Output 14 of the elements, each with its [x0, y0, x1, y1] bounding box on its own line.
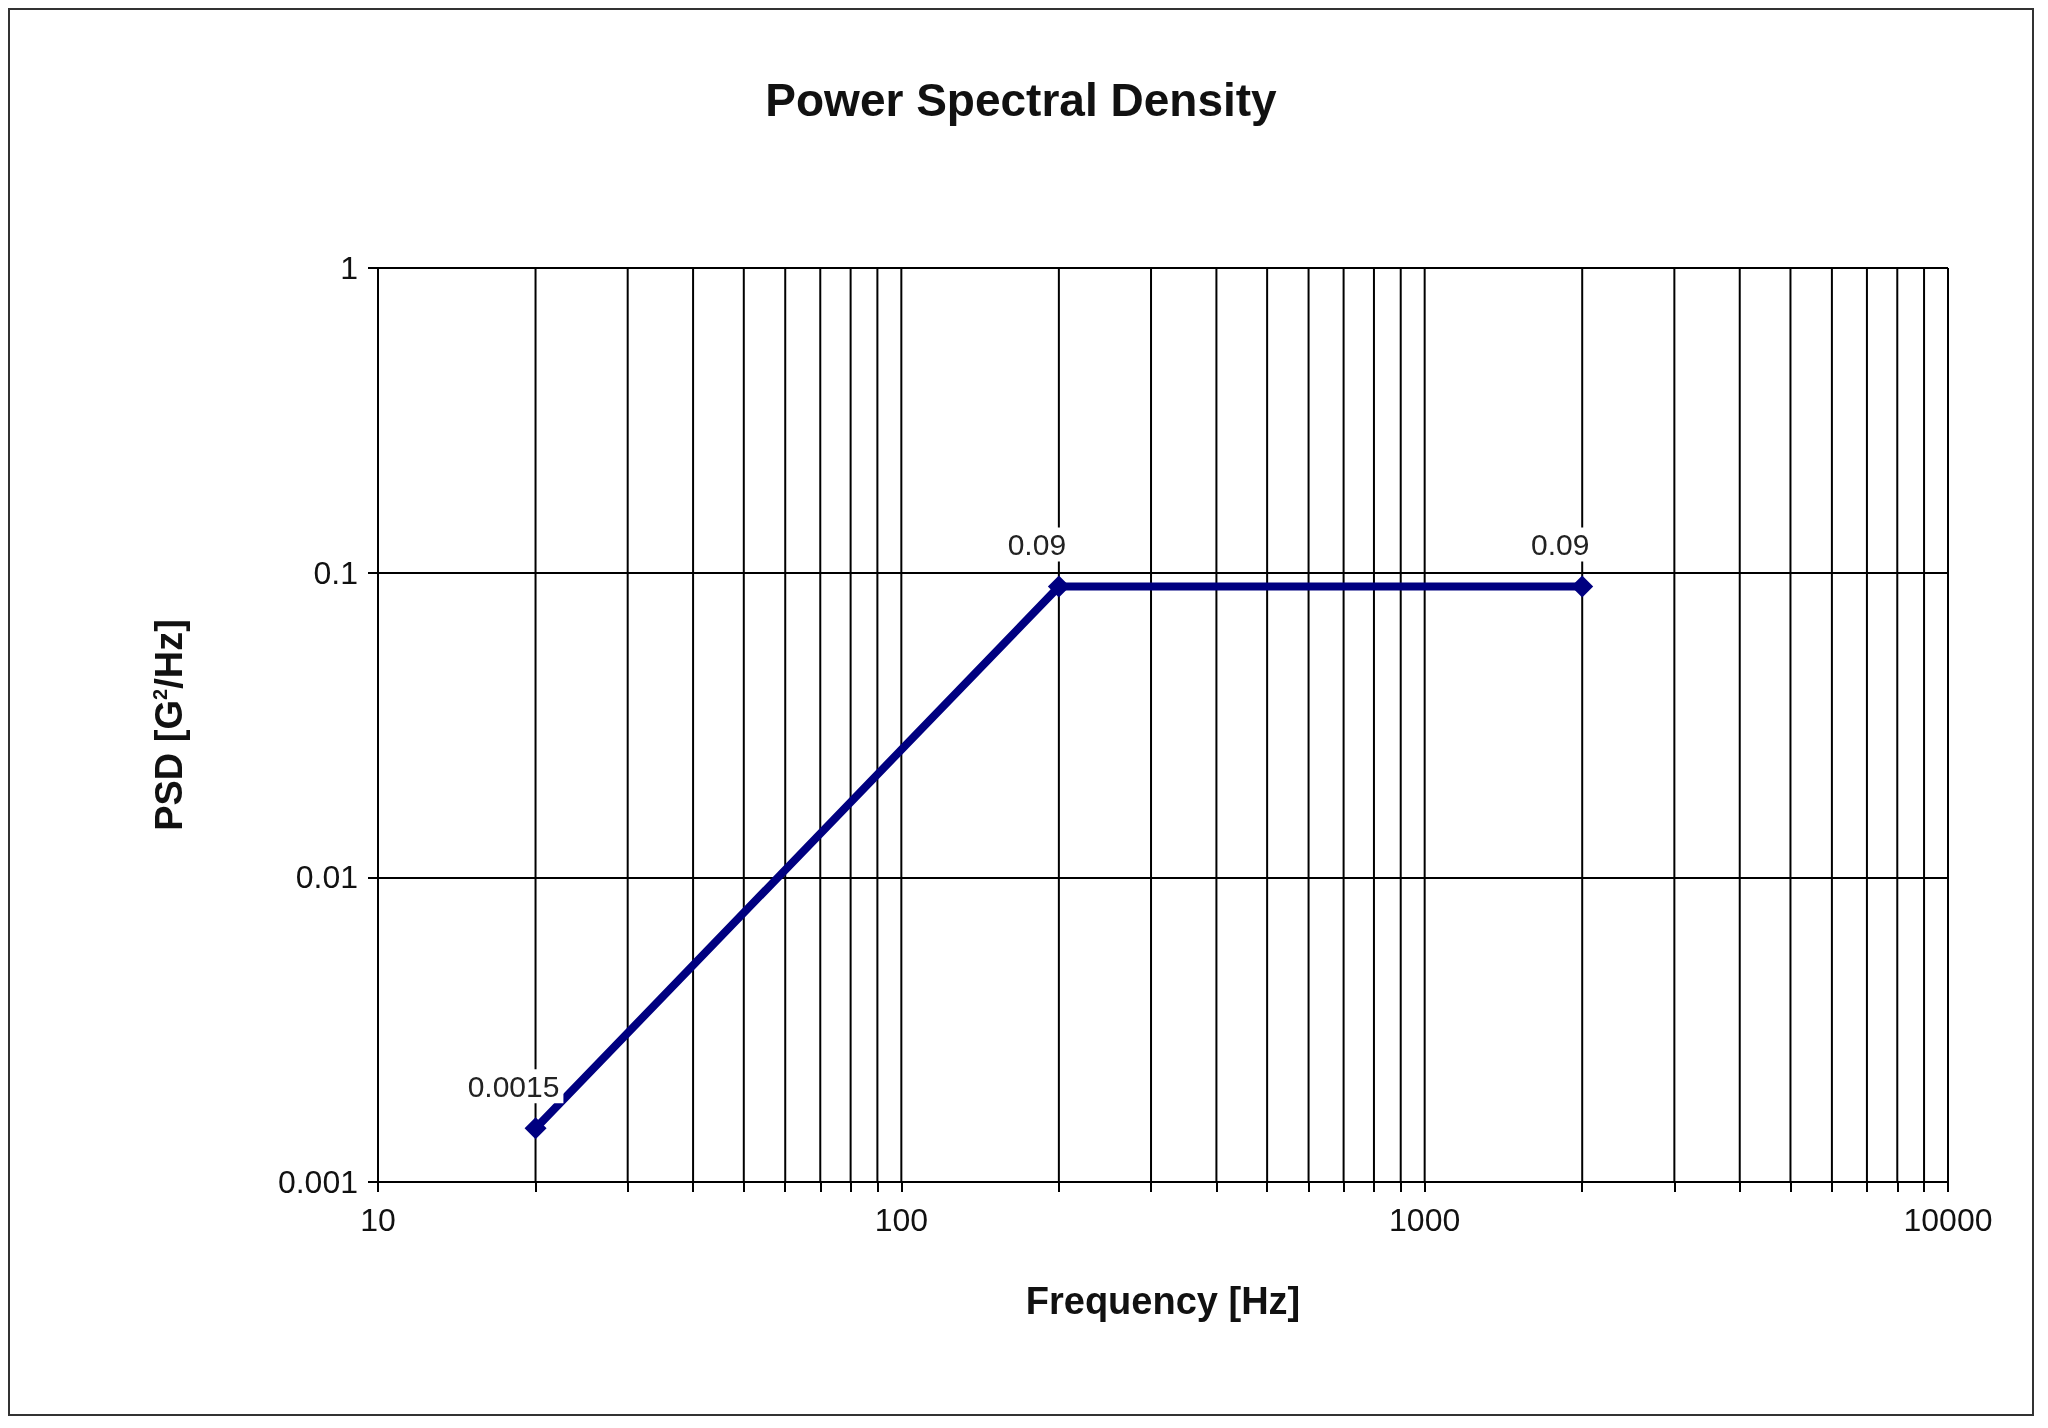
chart-title: Power Spectral Density — [765, 74, 1278, 126]
data-label: 0.09 — [1531, 528, 1590, 562]
y-tick-label: 0.001 — [277, 1164, 358, 1200]
x-tick-label: 10 — [360, 1202, 396, 1238]
y-tick-label: 0.01 — [295, 859, 358, 896]
y-axis-title: PSD [G2/Hz] — [148, 619, 190, 831]
x-tick-label: 100 — [874, 1202, 929, 1238]
x-tick-label: 1000 — [1389, 1202, 1461, 1238]
x-axis-title: Frequency [Hz] — [1025, 1280, 1301, 1322]
x-tick-label: 10000 — [1903, 1202, 1993, 1238]
y-tick-label: 0.1 — [313, 554, 358, 591]
data-label: 0.0015 — [467, 1069, 560, 1103]
data-label: 0.09 — [1007, 528, 1067, 562]
y-tick-label: 1 — [340, 250, 358, 286]
